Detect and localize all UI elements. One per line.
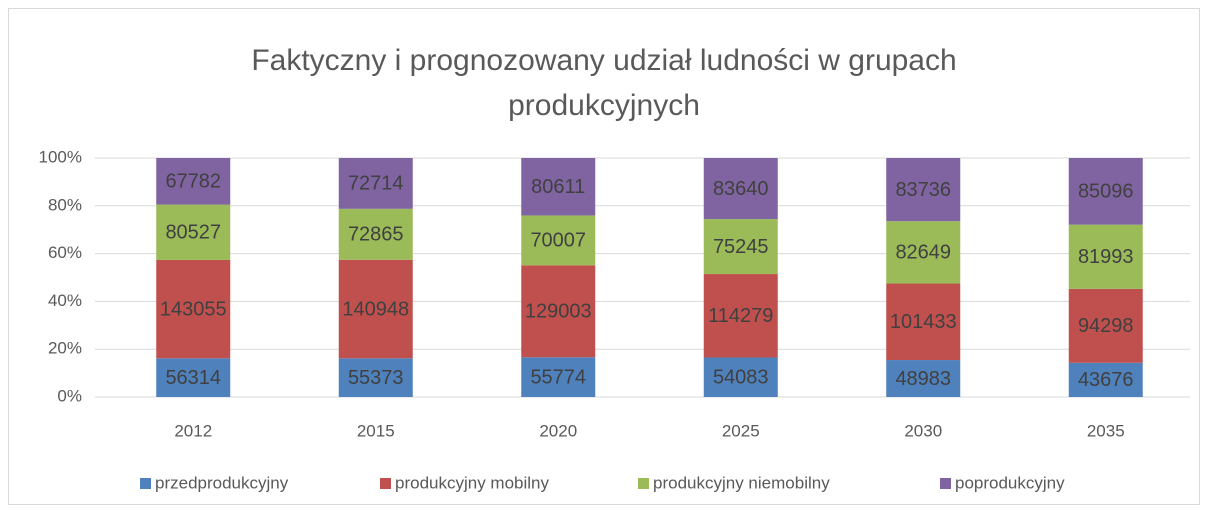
data-label: 80527	[165, 222, 221, 244]
bar-segment	[338, 158, 413, 209]
data-label: 81993	[1078, 246, 1134, 268]
y-tick-label: 20%	[48, 339, 82, 358]
x-tick-label: 2030	[904, 421, 942, 440]
bar-segment	[521, 158, 596, 216]
data-label: 67782	[165, 171, 221, 193]
bar-segment	[1068, 224, 1143, 289]
bar-segment	[156, 358, 231, 397]
y-tick-label: 80%	[48, 195, 82, 214]
bar-segment	[886, 360, 961, 397]
bar-segment	[156, 158, 231, 205]
data-label: 70007	[530, 230, 586, 252]
data-label: 56314	[165, 367, 221, 389]
data-label: 55774	[530, 366, 586, 388]
legend-swatch	[940, 478, 951, 489]
legend-swatch	[638, 478, 649, 489]
bar-segment	[338, 259, 413, 359]
data-label: 43676	[1078, 369, 1134, 391]
bar-segment	[1068, 362, 1143, 397]
bar-segment	[521, 265, 596, 358]
bar-segment	[703, 357, 778, 397]
legend-swatch	[380, 478, 391, 489]
bar-segment	[521, 357, 596, 397]
data-label: 55373	[348, 367, 404, 389]
data-label: 75245	[713, 236, 769, 258]
bar-segment	[703, 158, 778, 220]
legend-label: przedprodukcyjny	[155, 473, 289, 492]
x-tick-label: 2035	[1087, 421, 1125, 440]
bar-segment	[521, 215, 596, 266]
bar-segment	[156, 259, 231, 359]
bar-segment	[886, 158, 961, 222]
y-tick-label: 60%	[48, 243, 82, 262]
data-label: 80611	[531, 176, 585, 198]
legend-label: produkcyjny niemobilny	[653, 473, 830, 492]
bar-segment	[1068, 288, 1143, 363]
bar-segment	[156, 204, 231, 260]
data-label: 54083	[713, 367, 769, 389]
bar-segment	[703, 219, 778, 275]
data-label: 143055	[160, 298, 227, 320]
data-label: 140948	[342, 298, 409, 320]
data-label: 85096	[1078, 181, 1134, 203]
bar-segment	[338, 208, 413, 260]
data-label: 72865	[348, 224, 404, 246]
legend-swatch	[140, 478, 151, 489]
data-label: 48983	[895, 368, 951, 390]
bar-segment	[338, 358, 413, 397]
bar-segment	[703, 274, 778, 358]
y-tick-label: 40%	[48, 291, 82, 310]
data-label: 82649	[895, 242, 951, 264]
bar-segment	[1068, 158, 1143, 225]
x-tick-label: 2020	[539, 421, 577, 440]
y-tick-label: 100%	[39, 147, 82, 166]
x-tick-label: 2025	[722, 421, 760, 440]
data-label: 94298	[1078, 315, 1134, 337]
bar-segment	[886, 283, 961, 361]
legend-label: poprodukcyjny	[955, 473, 1065, 492]
data-label: 129003	[525, 301, 592, 323]
data-label: 101433	[890, 311, 957, 333]
data-label: 114279	[708, 305, 773, 327]
y-tick-label: 0%	[57, 386, 82, 405]
legend-label: produkcyjny mobilny	[395, 473, 550, 492]
chart-title: Faktyczny i prognozowany udział ludności…	[251, 44, 956, 122]
data-label: 83640	[713, 178, 769, 200]
x-tick-label: 2012	[174, 421, 212, 440]
data-label: 72714	[348, 173, 404, 195]
x-tick-label: 2015	[357, 421, 395, 440]
bar-segment	[886, 221, 961, 284]
data-label: 83736	[895, 179, 951, 201]
